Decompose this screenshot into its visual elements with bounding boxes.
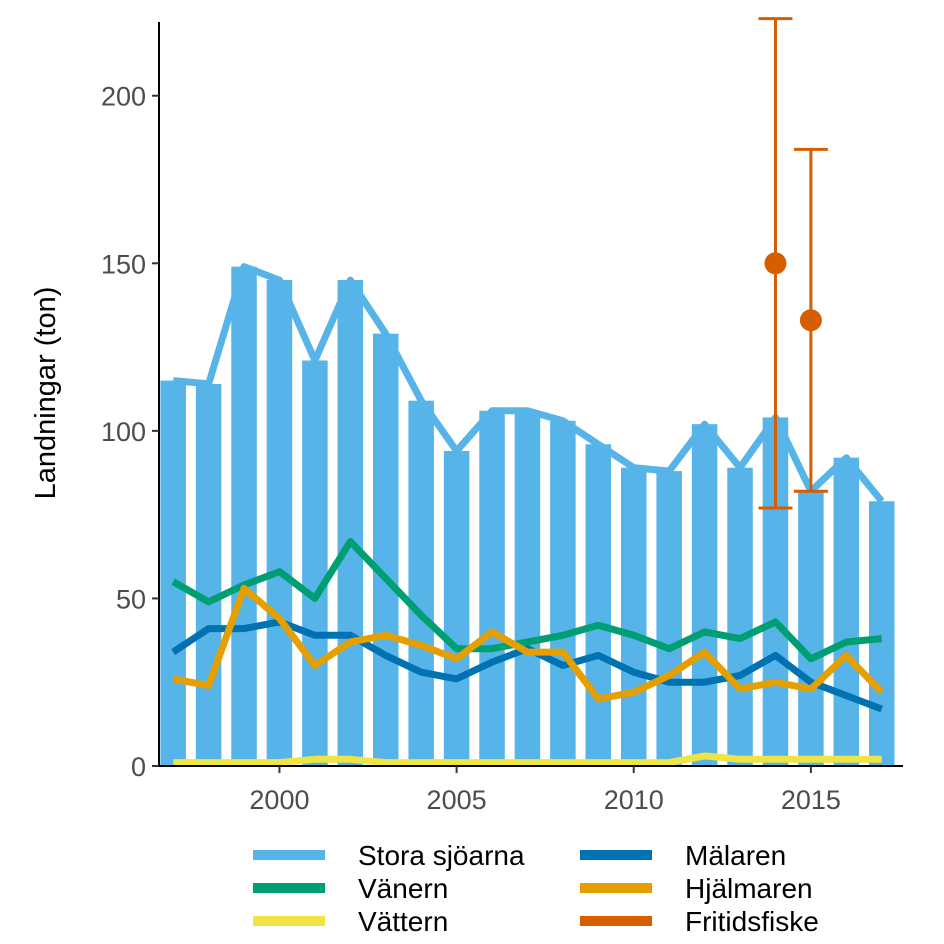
bar-2009 xyxy=(585,444,612,766)
legend-swatch-stora xyxy=(253,850,325,860)
bar-1999 xyxy=(231,266,257,766)
series-line-vanern xyxy=(171,538,883,663)
bar-2017 xyxy=(868,501,895,766)
bar-2011 xyxy=(656,471,682,766)
y-axis-title: Landningar (ton) xyxy=(30,287,62,500)
bar-2012 xyxy=(691,424,718,766)
series-line-stora xyxy=(172,263,885,504)
bar-2002 xyxy=(337,280,364,766)
bar-2015 xyxy=(798,491,824,766)
legend-swatch-hjalmaren xyxy=(580,883,652,893)
fritidsfiske-point-2014 xyxy=(764,252,787,275)
series-lines xyxy=(171,263,885,767)
fritidsfiske-point-2015 xyxy=(799,309,822,332)
bar-2003 xyxy=(372,333,399,766)
bar-2005 xyxy=(443,450,470,766)
axes xyxy=(152,22,903,773)
y-tick-label-0: 0 xyxy=(131,752,146,782)
bar-2007 xyxy=(514,410,541,766)
fritidsfiske-layer xyxy=(758,17,828,510)
legend-swatch-vattern xyxy=(253,916,325,926)
legend-swatch-vanern xyxy=(253,883,325,893)
legend-label-fritidsfiske: Fritidsfiske xyxy=(685,906,819,937)
y-tick-label-150: 150 xyxy=(101,249,146,279)
bar-1997 xyxy=(160,380,186,766)
x-tick-label-2000: 2000 xyxy=(249,785,309,815)
bar-2004 xyxy=(408,400,434,766)
bar-2013 xyxy=(727,467,753,766)
series-line-vattern xyxy=(173,752,882,767)
legend-label-vattern: Vättern xyxy=(358,906,448,937)
legend-label-hjalmaren: Hjälmaren xyxy=(685,873,813,904)
bar-2006 xyxy=(479,410,505,766)
legend-label-vanern: Vänern xyxy=(358,873,448,904)
bar-2010 xyxy=(620,467,647,766)
y-tick-label-50: 50 xyxy=(116,584,146,614)
x-tick-label-2005: 2005 xyxy=(427,785,487,815)
x-tick-label-2010: 2010 xyxy=(604,785,664,815)
legend-label-stora: Stora sjöarna xyxy=(358,840,525,871)
bar-2008 xyxy=(550,420,576,766)
legend-swatch-fritidsfiske xyxy=(580,916,652,926)
legend-label-malaren: Mälaren xyxy=(685,840,786,871)
bars-layer xyxy=(160,266,895,766)
y-tick-label-200: 200 xyxy=(101,82,146,112)
bar-2000 xyxy=(266,280,293,766)
series-line-hjalmaren xyxy=(172,584,885,703)
bar-1998 xyxy=(195,383,222,766)
bar-2001 xyxy=(302,360,328,766)
y-tick-label-100: 100 xyxy=(101,417,146,447)
bar-2016 xyxy=(833,457,860,766)
tick-labels: 0 50 100 150 200 2000 2005 2010 2015 xyxy=(101,82,841,815)
x-tick-label-2015: 2015 xyxy=(781,785,841,815)
legend-swatch-malaren xyxy=(580,850,652,860)
